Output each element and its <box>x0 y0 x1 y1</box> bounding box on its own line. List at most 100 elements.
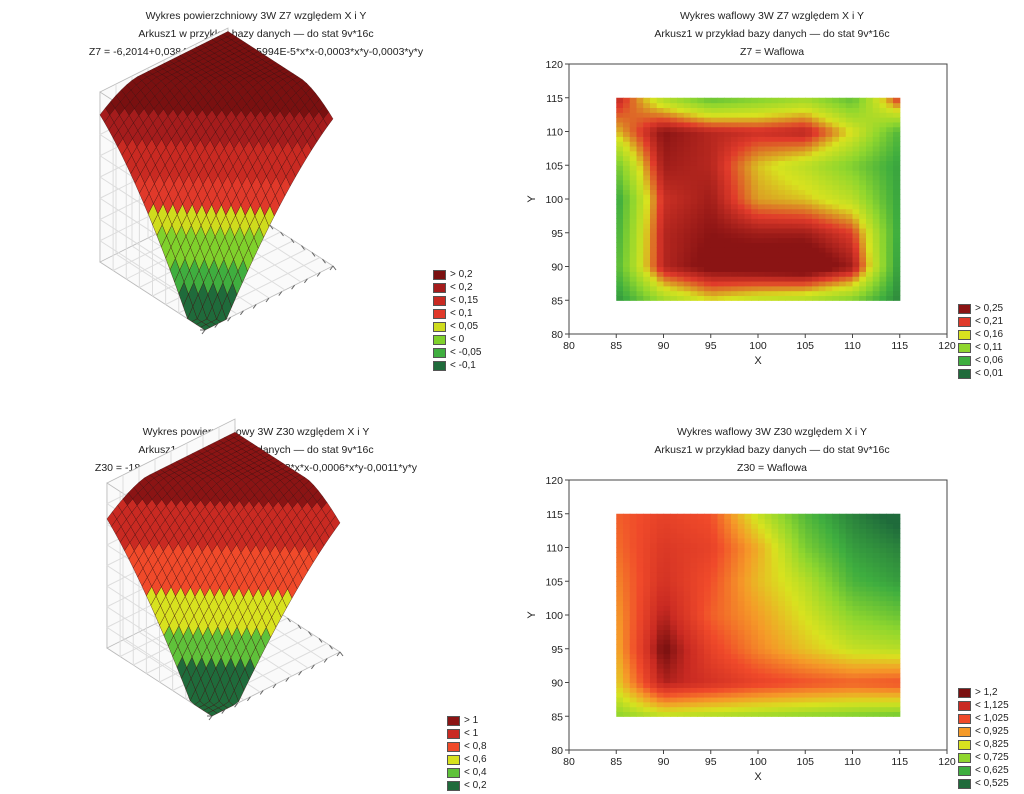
waffle-cell <box>764 542 773 549</box>
waffle-cell <box>764 619 773 626</box>
waffle-cell <box>697 696 705 703</box>
waffle-cell <box>778 117 786 123</box>
waffle-cell <box>717 126 725 133</box>
waffle-cell <box>663 571 671 578</box>
waffle-cell <box>690 668 698 674</box>
waffle-cell <box>656 600 665 606</box>
waffle-cell <box>717 261 725 268</box>
waffle-cell <box>710 537 719 544</box>
waffle-cell <box>697 121 705 128</box>
waffle-cell <box>629 542 638 549</box>
waffle-cell <box>710 194 719 200</box>
waffle-cell <box>650 643 658 650</box>
x-tick <box>272 683 277 689</box>
waffle-cell <box>616 629 624 635</box>
waffle-cell <box>879 624 887 631</box>
waffle-cell <box>886 150 894 157</box>
waffle-cell <box>839 237 847 243</box>
waffle-cell <box>764 184 773 190</box>
waffle-cell <box>886 121 894 128</box>
waffle-cell <box>839 542 847 549</box>
waffle-cell <box>629 189 638 195</box>
waffle-cell <box>893 184 901 190</box>
waffle-cell <box>758 218 766 224</box>
waffle-cell <box>677 131 685 137</box>
waffle-cell <box>737 513 746 520</box>
waffle-cell <box>798 252 806 258</box>
waffle-cell <box>636 295 644 301</box>
waffle-cell <box>791 701 800 708</box>
waffle-cell <box>731 513 739 520</box>
waffle-cell <box>751 131 759 137</box>
waffle-cell <box>623 619 631 626</box>
waffle-cell <box>771 184 779 190</box>
waffle-cell <box>764 227 773 234</box>
waffle-cell <box>656 121 665 128</box>
waffle-cell <box>812 629 820 635</box>
waffle-cell <box>805 552 813 558</box>
waffle-cell <box>623 692 631 698</box>
waffle-cell <box>717 711 725 717</box>
waffle-cell <box>845 533 854 539</box>
waffle-cell <box>758 242 766 248</box>
waffle-cell <box>724 634 732 640</box>
waffle-cell <box>879 208 887 215</box>
waffle-cell <box>731 610 739 616</box>
waffle-cell <box>677 663 685 669</box>
legend-label: > 0,25 <box>975 303 1004 314</box>
waffle-cell <box>872 581 881 587</box>
waffle-cell <box>623 610 631 616</box>
waffle-cell <box>866 528 874 534</box>
waffle-cell <box>798 528 806 534</box>
waffle-cell <box>805 107 813 113</box>
waffle-cell <box>629 711 638 717</box>
waffle-cell <box>650 624 658 631</box>
waffle-cell <box>731 668 739 674</box>
waffle-cell <box>656 97 665 104</box>
waffle-cell <box>859 687 867 693</box>
waffle-cell <box>812 518 820 524</box>
waffle-cell <box>731 271 739 277</box>
waffle-cell <box>832 194 840 200</box>
waffle-cell <box>825 261 833 268</box>
x-tick-label: 110 <box>844 340 861 352</box>
waffle-cell <box>717 280 725 287</box>
waffle-cell <box>636 160 644 166</box>
waffle-cell <box>623 155 631 162</box>
waffle-cell <box>650 218 658 224</box>
waffle-cell <box>704 184 712 190</box>
waffle-cell <box>751 682 759 688</box>
waffle-cell <box>710 252 719 258</box>
waffle-cell <box>751 619 759 626</box>
waffle-cell <box>778 131 786 137</box>
waffle-cell <box>643 682 651 688</box>
waffle-cell <box>872 518 881 524</box>
waffle-cell <box>710 663 719 669</box>
waffle-cell <box>717 581 725 587</box>
waffle-cell <box>724 701 732 708</box>
waffle-cell <box>764 121 773 128</box>
waffle-cell <box>886 174 894 181</box>
waffle-cell <box>683 590 692 597</box>
waffle-cell <box>798 208 806 215</box>
waffle-cell <box>677 576 685 582</box>
waffle-cell <box>778 97 786 104</box>
waffle-cell <box>872 605 881 611</box>
waffle-cell <box>616 126 624 133</box>
waffle-cell <box>751 295 759 301</box>
waffle-cell <box>866 208 874 215</box>
waffle-cell <box>845 170 854 176</box>
waffle-cell <box>744 131 752 137</box>
waffle-cell <box>670 696 678 703</box>
waffle-cell <box>663 295 671 301</box>
waffle-cell <box>785 232 793 239</box>
legend-swatch <box>447 780 460 791</box>
waffle-cell <box>737 102 746 108</box>
waffle-cell <box>879 639 887 645</box>
waffle-cell <box>832 653 840 659</box>
waffle-cell <box>825 605 833 611</box>
waffle-cell <box>758 658 766 664</box>
legend-swatch <box>958 303 971 314</box>
waffle-cell <box>744 102 752 108</box>
waffle-cell <box>785 102 793 108</box>
